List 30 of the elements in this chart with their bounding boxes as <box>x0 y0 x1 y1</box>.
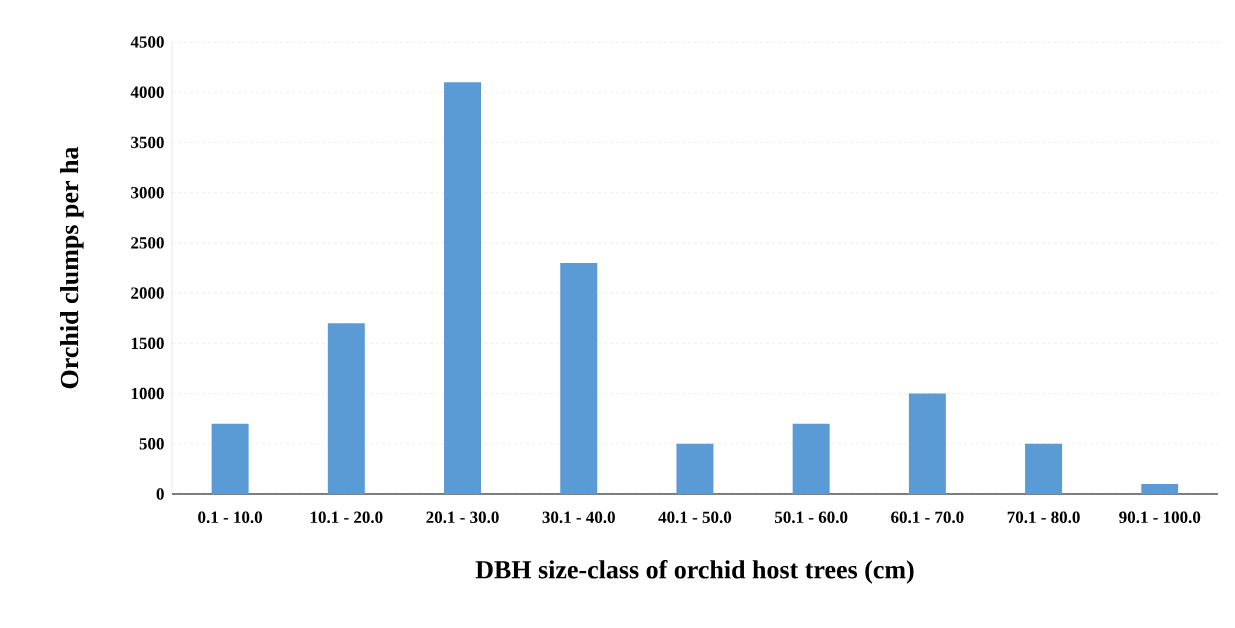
bar <box>327 323 365 494</box>
x-tick-label: 20.1 - 30.0 <box>426 511 499 524</box>
x-tick-label: 30.1 - 40.0 <box>542 511 615 524</box>
x-tick-label: 50.1 - 60.0 <box>775 511 848 524</box>
y-tick-label: 3000 <box>131 186 164 199</box>
x-tick-label: 0.1 - 10.0 <box>198 511 263 524</box>
bar <box>908 393 946 494</box>
bar <box>1025 443 1063 494</box>
bar <box>792 423 830 494</box>
y-tick-label: 2500 <box>131 237 164 249</box>
bar <box>676 443 714 494</box>
y-tick-label: 4000 <box>130 86 164 98</box>
y-tick-label: 1000 <box>131 387 164 400</box>
x-tick-label: 70.1 - 80.0 <box>1007 511 1080 524</box>
x-tick-label: 40.1 - 50.0 <box>658 511 732 524</box>
x-tick-label: 10.1 - 20.0 <box>310 511 383 524</box>
y-tick-label: 2000 <box>131 287 164 299</box>
y-tick-label: 0 <box>156 488 164 500</box>
y-axis-title: Orchid clumps per ha <box>60 146 84 389</box>
bar <box>560 262 598 494</box>
y-tick-label: 4500 <box>130 36 164 48</box>
y-tick-label: 1500 <box>131 337 164 350</box>
bar <box>211 423 249 494</box>
bar <box>1141 483 1179 494</box>
y-tick-label: 3500 <box>131 136 164 149</box>
y-tick-label: 500 <box>139 438 164 450</box>
x-axis-title: DBH size-class of orchid host trees (cm) <box>475 559 914 584</box>
bar <box>444 82 482 494</box>
x-tick-label: 60.1 - 70.0 <box>891 511 964 524</box>
x-tick-label: 90.1 - 100.0 <box>1119 511 1201 524</box>
